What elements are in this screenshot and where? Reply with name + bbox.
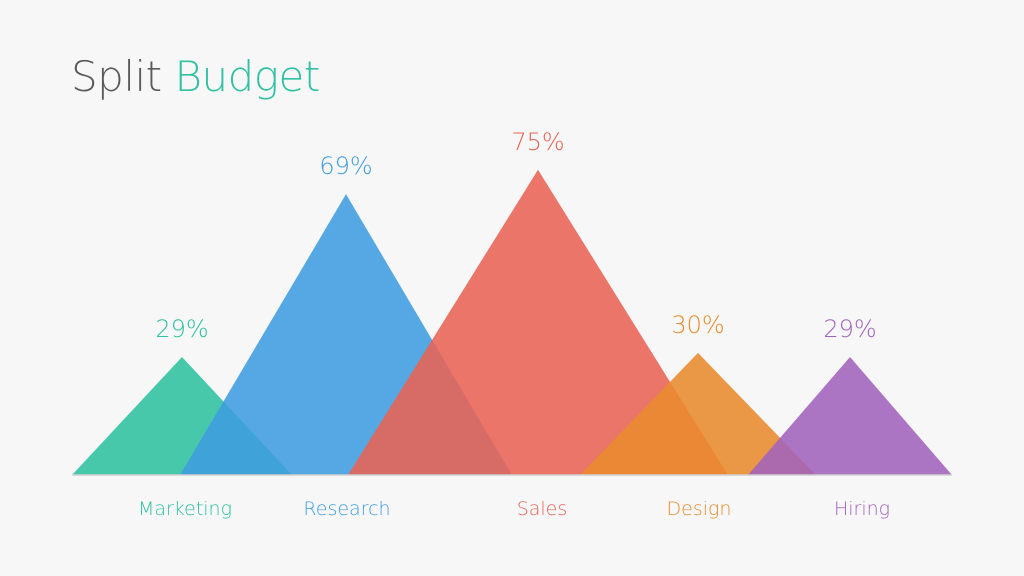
value-label-sales: 75% (511, 128, 564, 156)
triangle-design (580, 352, 816, 475)
value-label-design: 30% (671, 311, 724, 339)
category-label-sales: Sales (517, 498, 568, 520)
chart-title: Split Budget (71, 56, 320, 98)
category-label-design: Design (667, 498, 732, 520)
triangle-hiring (748, 356, 952, 475)
chart-marks (72, 169, 952, 476)
value-label-hiring: 29% (823, 315, 876, 343)
category-label-hiring: Hiring (834, 498, 890, 520)
category-label-research: Research (303, 498, 390, 520)
chart-labels: 29% Marketing 69% Research 75% Sales 30% Design… (138, 128, 890, 520)
title-part-split: Split (71, 52, 162, 101)
category-label-marketing: Marketing (138, 498, 232, 520)
triangle-sales (348, 169, 728, 475)
value-label-marketing: 29% (155, 315, 208, 343)
title-part-budget: Budget (174, 52, 321, 101)
value-label-research: 69% (319, 152, 372, 180)
